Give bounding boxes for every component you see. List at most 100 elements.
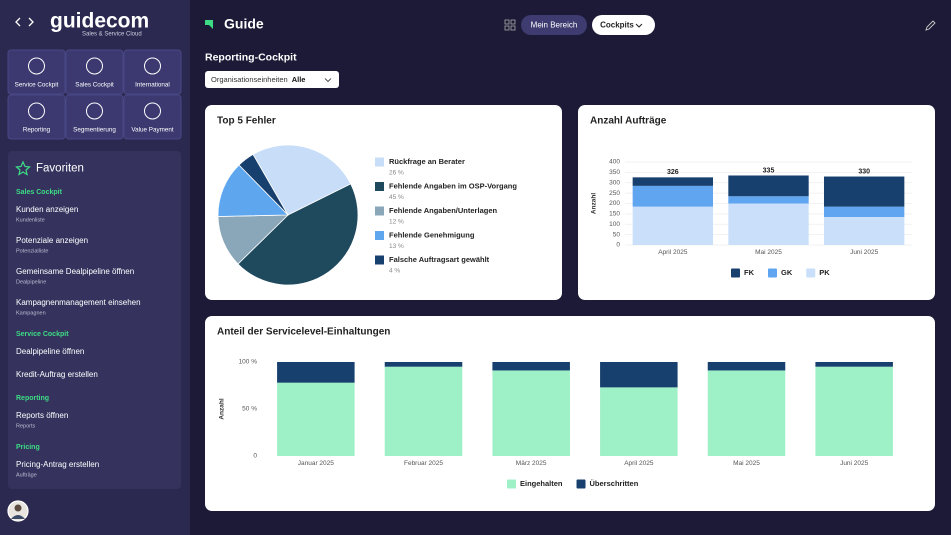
legend-label: GK: [781, 268, 793, 277]
button-cockpits[interactable]: [592, 15, 655, 35]
y-tick-label: 0: [616, 242, 620, 249]
total-label: 326: [667, 169, 679, 176]
header-title: Guide: [224, 16, 264, 32]
bar-segment: [492, 370, 570, 456]
legend-label: Überschritten: [590, 479, 639, 488]
tile-label: Value Payment: [131, 127, 173, 134]
pie-slice: [237, 183, 359, 286]
y-tick-label: 400: [609, 159, 620, 166]
favorite-sublabel: Aufträge: [16, 472, 37, 478]
page-title: Reporting-Cockpit: [205, 51, 297, 63]
nav-tile[interactable]: [65, 49, 124, 95]
tile-icon: [28, 57, 45, 75]
favorites-group-title: Pricing: [16, 444, 40, 451]
tile-label: Sales Cockpit: [75, 82, 114, 89]
favorite-link[interactable]: Potenziale anzeigen: [16, 236, 88, 245]
y-tick-label: 250: [609, 190, 620, 197]
grid-icon: [504, 25, 510, 31]
x-tick-label: April 2025: [658, 249, 688, 256]
legend-label: FK: [744, 268, 755, 277]
favorites-group-title: Sales Cockpit: [16, 189, 63, 196]
y-tick-label: 100 %: [239, 359, 258, 366]
favorite-sublabel: Reports: [16, 423, 36, 429]
favorite-link[interactable]: Kampagnenmanagement einsehen: [16, 298, 141, 307]
avatar-body: [11, 515, 25, 519]
nav-tile[interactable]: [65, 94, 124, 140]
filter-dropdown[interactable]: [205, 71, 339, 88]
grid-icon: [510, 19, 516, 25]
y-tick-label: 350: [609, 169, 620, 176]
favorite-link[interactable]: Gemeinsame Dealpipeline öffnen: [16, 267, 134, 276]
legend-value: 12 %: [389, 219, 404, 226]
x-tick-label: Januar 2025: [298, 460, 335, 467]
x-tick-label: März 2025: [516, 460, 547, 467]
avatar-head: [14, 504, 22, 512]
favorite-link[interactable]: Kunden anzeigen: [16, 205, 78, 214]
pie-slice: [238, 153, 289, 216]
bar-segment: [384, 366, 463, 456]
x-tick-label: Juni 2025: [840, 460, 869, 467]
nav-tile[interactable]: [7, 49, 66, 95]
legend-value: 13 %: [389, 243, 404, 250]
x-tick-label: Mai 2025: [733, 460, 760, 467]
bar-segment: [600, 387, 678, 456]
bar-segment: [632, 185, 714, 207]
logo-subtitle: Sales & Service Cloud: [82, 32, 142, 38]
favorite-link[interactable]: Dealpipeline öffnen: [16, 347, 84, 356]
grid-icon: [504, 19, 510, 25]
y-tick-label: 300: [609, 179, 620, 186]
bar-segment: [728, 203, 809, 245]
legend-label: Eingehalten: [520, 479, 563, 488]
legend-swatch: [375, 231, 384, 240]
chart-title: Top 5 Fehler: [217, 116, 276, 127]
tile-icon: [144, 57, 161, 75]
bar-segment: [277, 362, 355, 383]
tile-label: Service Cockpit: [15, 82, 59, 89]
legend-swatch: [375, 206, 384, 216]
x-tick-label: Juni 2025: [850, 249, 879, 256]
legend-swatch: [375, 157, 384, 167]
x-tick-label: Februar 2025: [404, 460, 443, 467]
tile-label: International: [135, 82, 170, 89]
favorite-sublabel: Potenzialliste: [16, 248, 48, 254]
favorites-title: Favoriten: [36, 163, 84, 175]
y-tick-label: 100: [609, 221, 620, 228]
favorite-link[interactable]: Pricing-Antrag erstellen: [16, 460, 99, 469]
button-label[interactable]: Mein Bereich: [531, 21, 578, 30]
nav-tile[interactable]: [7, 94, 66, 140]
total-label: 335: [763, 167, 775, 174]
tile-label: Segmentierung: [73, 127, 116, 134]
favorites-panel: [8, 151, 181, 489]
pie-slice: [217, 164, 289, 217]
tile-icon: [144, 102, 161, 120]
bar-segment: [707, 362, 786, 371]
tile-icon: [86, 57, 103, 75]
nav-back[interactable]: [15, 17, 21, 27]
bar-segment: [277, 382, 355, 456]
favorite-link[interactable]: Kredit-Auftrag erstellen: [16, 370, 98, 379]
bar-segment: [823, 216, 905, 245]
button-mein-bereich[interactable]: [521, 15, 587, 35]
y-axis-label: Anzahl: [219, 398, 226, 420]
legend-label: Rückfrage an Berater: [389, 157, 465, 166]
bar-segment: [815, 366, 893, 456]
legend-value: 45 %: [389, 194, 404, 201]
legend-label: Fehlende Angaben im OSP-Vorgang: [389, 181, 517, 190]
star-icon: [15, 160, 31, 176]
bar-segment: [823, 176, 905, 207]
x-tick-label: April 2025: [624, 460, 654, 467]
nav-forward[interactable]: [28, 17, 34, 27]
edit-icon[interactable]: [925, 20, 936, 31]
nav-tile[interactable]: [123, 94, 182, 140]
bar-segment: [728, 175, 809, 197]
button-label[interactable]: Cockpits: [600, 21, 634, 30]
legend-swatch: [375, 255, 384, 265]
chart: Anzahl Aufträge 0 50 100 150 200 250 300 350 400 A…: [590, 116, 912, 278]
nav-tile[interactable]: [123, 49, 182, 95]
legend-swatch: [375, 182, 384, 191]
bar-segment: [384, 362, 463, 367]
chart-title: Anteil der Servicelevel-Einhaltungen: [217, 327, 390, 338]
bar-segment: [600, 362, 678, 388]
favorite-link[interactable]: Reports öffnen: [16, 411, 68, 420]
